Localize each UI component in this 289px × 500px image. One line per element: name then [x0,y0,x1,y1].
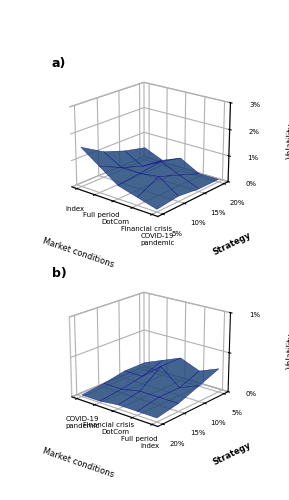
Y-axis label: Strategy: Strategy [212,230,253,257]
Text: b): b) [52,266,66,280]
X-axis label: Market conditions: Market conditions [42,447,116,480]
Y-axis label: Strategy: Strategy [212,440,253,467]
Text: a): a) [52,56,66,70]
X-axis label: Market conditions: Market conditions [42,237,116,270]
